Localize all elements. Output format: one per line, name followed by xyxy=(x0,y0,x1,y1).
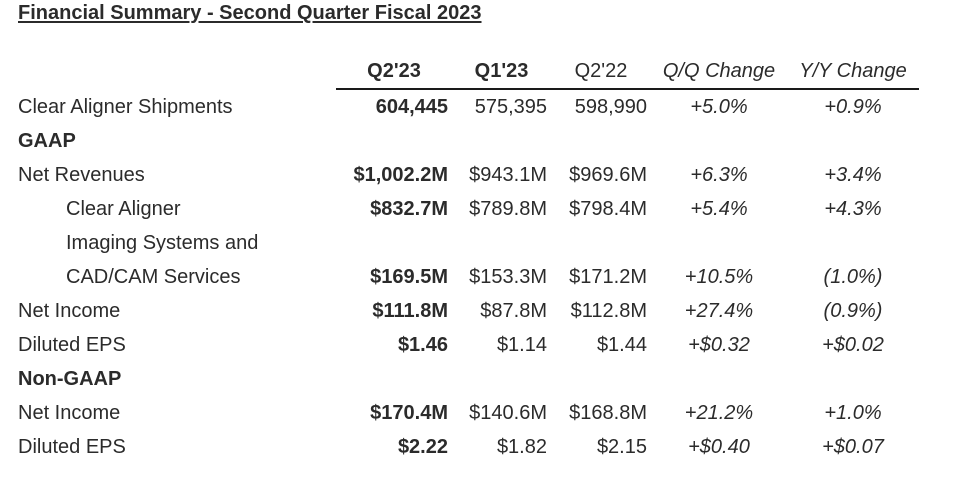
cell-q2-22: 598,990 xyxy=(574,96,647,118)
cell-yy-change: +$0.02 xyxy=(822,334,884,356)
table-row-gaap-diluted-eps: Diluted EPS $1.46 $1.14 $1.44 +$0.32 +$0… xyxy=(14,328,919,362)
financial-summary-table: Q2'23 Q1'23 Q2'22 Q/Q Change Y/Y Change … xyxy=(14,54,919,464)
cell-qq-change: +27.4% xyxy=(684,300,754,322)
cell-q2-22: $969.6M xyxy=(569,164,647,186)
cell-q1-23: $140.6M xyxy=(469,402,547,424)
table-row-net-revenues: Net Revenues $1,002.2M $943.1M $969.6M +… xyxy=(14,158,919,192)
cell-q2-22: $798.4M xyxy=(569,198,647,220)
cell-q1-23: $943.1M xyxy=(469,164,547,186)
cell-yy-change: +3.4% xyxy=(824,164,882,186)
cell-qq-change: +21.2% xyxy=(684,402,754,424)
cell-yy-change: +$0.07 xyxy=(822,436,884,458)
header-qq-change: Q/Q Change xyxy=(651,54,787,90)
cell-yy-change: +0.9% xyxy=(824,96,882,118)
cell-q2-22: $168.8M xyxy=(569,402,647,424)
table-row-non-gaap-diluted-eps: Diluted EPS $2.22 $1.82 $2.15 +$0.40 +$0… xyxy=(14,430,919,464)
row-label: Net Income xyxy=(18,300,121,322)
table-row-section-gaap: GAAP xyxy=(14,124,919,158)
header-q1-23: Q1'23 xyxy=(452,54,551,90)
cell-q2-22: $112.8M xyxy=(570,300,647,322)
table-row-non-gaap-net-income: Net Income $170.4M $140.6M $168.8M +21.2… xyxy=(14,396,919,430)
cell-q2-23: 604,445 xyxy=(375,96,448,118)
row-label: Diluted EPS xyxy=(18,334,126,356)
cell-q2-23: $111.8M xyxy=(372,300,448,322)
cell-qq-change: +$0.32 xyxy=(688,334,750,356)
cell-q1-23: $1.82 xyxy=(496,436,547,458)
cell-qq-change: +6.3% xyxy=(690,164,748,186)
cell-q1-23: 575,395 xyxy=(474,96,547,118)
row-label: Clear Aligner xyxy=(66,198,181,220)
cell-qq-change: +$0.40 xyxy=(688,436,750,458)
cell-yy-change: (1.0%) xyxy=(823,266,883,288)
cell-q2-22: $2.15 xyxy=(596,436,647,458)
cell-q2-23: $1,002.2M xyxy=(353,164,448,186)
cell-q1-23: $153.3M xyxy=(469,266,547,288)
table-row-clear-aligner: Clear Aligner $832.7M $789.8M $798.4M +5… xyxy=(14,192,919,226)
row-label: Net Income xyxy=(18,402,121,424)
cell-qq-change: +5.4% xyxy=(690,198,748,220)
cell-q2-23: $170.4M xyxy=(370,402,448,424)
section-heading-gaap: GAAP xyxy=(18,130,76,152)
table-row-gaap-net-income: Net Income $111.8M $87.8M $112.8M +27.4%… xyxy=(14,294,919,328)
cell-q2-23: $832.7M xyxy=(370,198,448,220)
table-row-imaging-systems: Imaging Systems and xyxy=(14,226,919,260)
row-label: Diluted EPS xyxy=(18,436,126,458)
cell-q2-23: $169.5M xyxy=(370,266,448,288)
cell-yy-change: +1.0% xyxy=(824,402,882,424)
cell-q1-23: $87.8M xyxy=(480,300,547,322)
cell-qq-change: +10.5% xyxy=(684,266,754,288)
row-label: Net Revenues xyxy=(18,164,145,186)
cell-q1-23: $1.14 xyxy=(496,334,547,356)
row-label: CAD/CAM Services xyxy=(66,266,241,288)
row-label: Clear Aligner Shipments xyxy=(18,96,233,118)
table-row-clear-aligner-shipments: Clear Aligner Shipments 604,445 575,395 … xyxy=(14,90,919,124)
header-yy-change: Y/Y Change xyxy=(787,54,919,90)
table-row-cad-cam-services: CAD/CAM Services $169.5M $153.3M $171.2M… xyxy=(14,260,919,294)
table-header-row: Q2'23 Q1'23 Q2'22 Q/Q Change Y/Y Change xyxy=(14,54,919,90)
cell-qq-change: +5.0% xyxy=(690,96,748,118)
page-title: Financial Summary - Second Quarter Fisca… xyxy=(18,2,482,24)
header-label-blank xyxy=(14,54,336,90)
cell-q2-23: $2.22 xyxy=(397,436,448,458)
section-heading-non-gaap: Non-GAAP xyxy=(18,368,122,390)
cell-q2-22: $171.2M xyxy=(569,266,647,288)
cell-q2-23: $1.46 xyxy=(397,334,448,356)
row-label: Imaging Systems and xyxy=(66,232,259,254)
cell-q1-23: $789.8M xyxy=(469,198,547,220)
table-row-section-non-gaap: Non-GAAP xyxy=(14,362,919,396)
cell-q2-22: $1.44 xyxy=(596,334,647,356)
cell-yy-change: (0.9%) xyxy=(823,300,883,322)
cell-yy-change: +4.3% xyxy=(824,198,882,220)
header-q2-22: Q2'22 xyxy=(551,54,651,90)
header-q2-23: Q2'23 xyxy=(336,54,452,90)
